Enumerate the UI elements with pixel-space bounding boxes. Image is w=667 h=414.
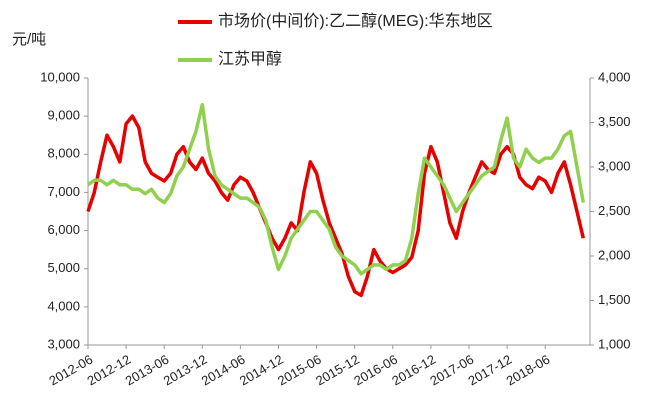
- y-tick-label: 6,000: [47, 222, 80, 237]
- x-tick-label: 2018-06: [504, 352, 553, 389]
- y-axis-label: 元/吨: [12, 31, 46, 48]
- y-tick-label: 3,000: [47, 336, 80, 351]
- y2-tick-label: 2,000: [598, 247, 631, 262]
- legend-text: 市场价(中间价):乙二醇(MEG):华东地区: [218, 12, 493, 30]
- y2-tick-label: 1,000: [598, 336, 631, 351]
- y2-tick-label: 1,500: [598, 292, 631, 307]
- y2-tick-label: 3,000: [598, 158, 631, 173]
- y-tick-label: 4,000: [47, 298, 80, 313]
- y-tick-label: 7,000: [47, 184, 80, 199]
- y2-tick-label: 3,500: [598, 114, 631, 129]
- y-tick-label: 10,000: [40, 69, 80, 84]
- y-tick-label: 8,000: [47, 146, 80, 161]
- series-line: [86, 102, 586, 276]
- y-tick-label: 5,000: [47, 260, 80, 275]
- y-tick-label: 9,000: [47, 108, 80, 123]
- y2-tick-label: 2,500: [598, 203, 631, 218]
- legend-text: 江苏甲醇: [218, 50, 282, 68]
- y2-tick-label: 4,000: [598, 69, 631, 84]
- series-line: [86, 114, 586, 298]
